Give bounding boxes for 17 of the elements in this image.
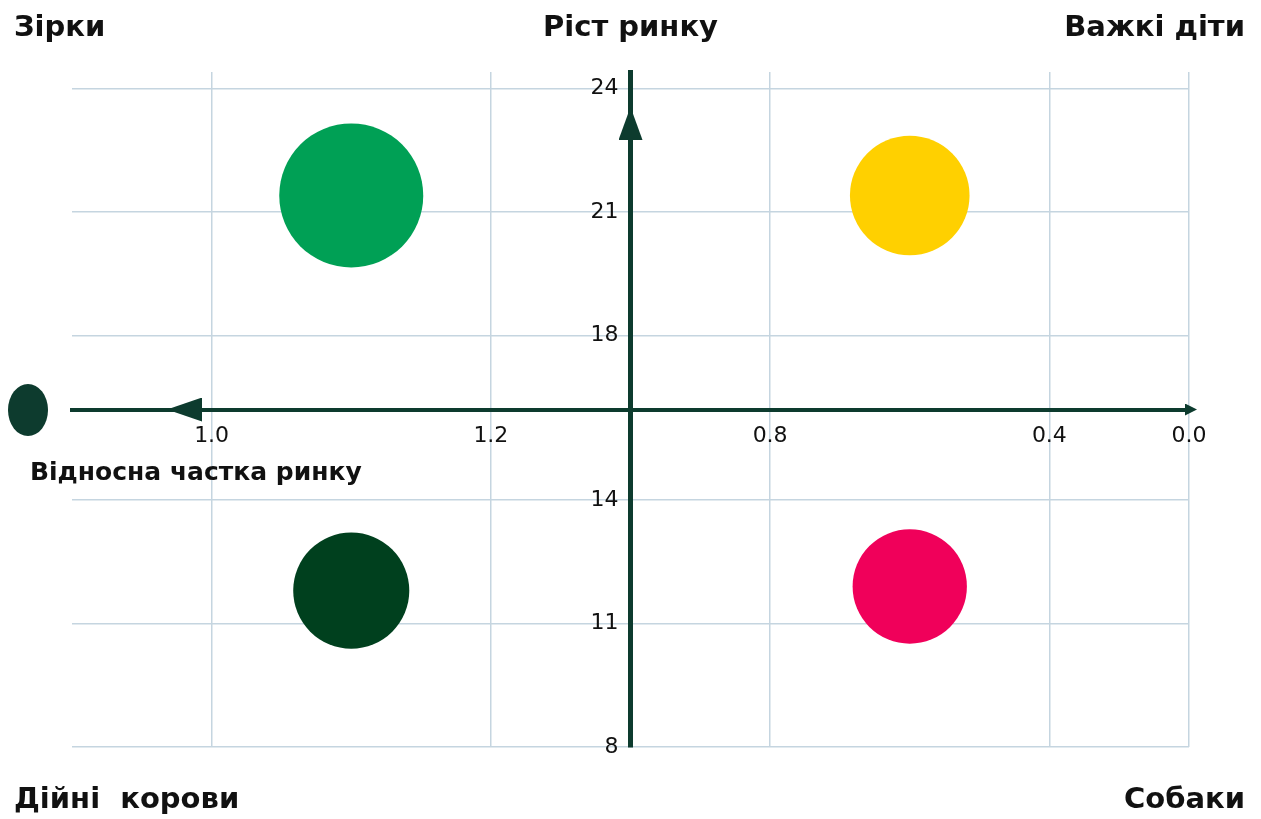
y-tick-label: 18: [590, 321, 619, 347]
text: Дійні корови: [14, 780, 240, 815]
x-tick-label: 1.2: [473, 422, 509, 448]
y-tick-label: 14: [590, 485, 619, 511]
text: Важкі діти: [1064, 8, 1245, 43]
x-tick-label: 1.0: [194, 422, 230, 448]
x-tick-label: 0.4: [1031, 422, 1067, 448]
text: Зірки: [14, 8, 106, 43]
x-tick-label: 0.0: [1171, 422, 1207, 448]
x-axis-title: Відносна частка ринку: [30, 457, 362, 486]
x-tick-label: 0.8: [752, 422, 788, 448]
text: Собаки: [1123, 780, 1245, 815]
y-tick-label: 11: [590, 609, 619, 635]
y-tick-label: 21: [590, 197, 619, 223]
y-tick-label: 8: [604, 732, 619, 758]
y-tick-label: 24: [590, 74, 619, 100]
y-axis-title: Ріст ринку: [543, 8, 719, 43]
